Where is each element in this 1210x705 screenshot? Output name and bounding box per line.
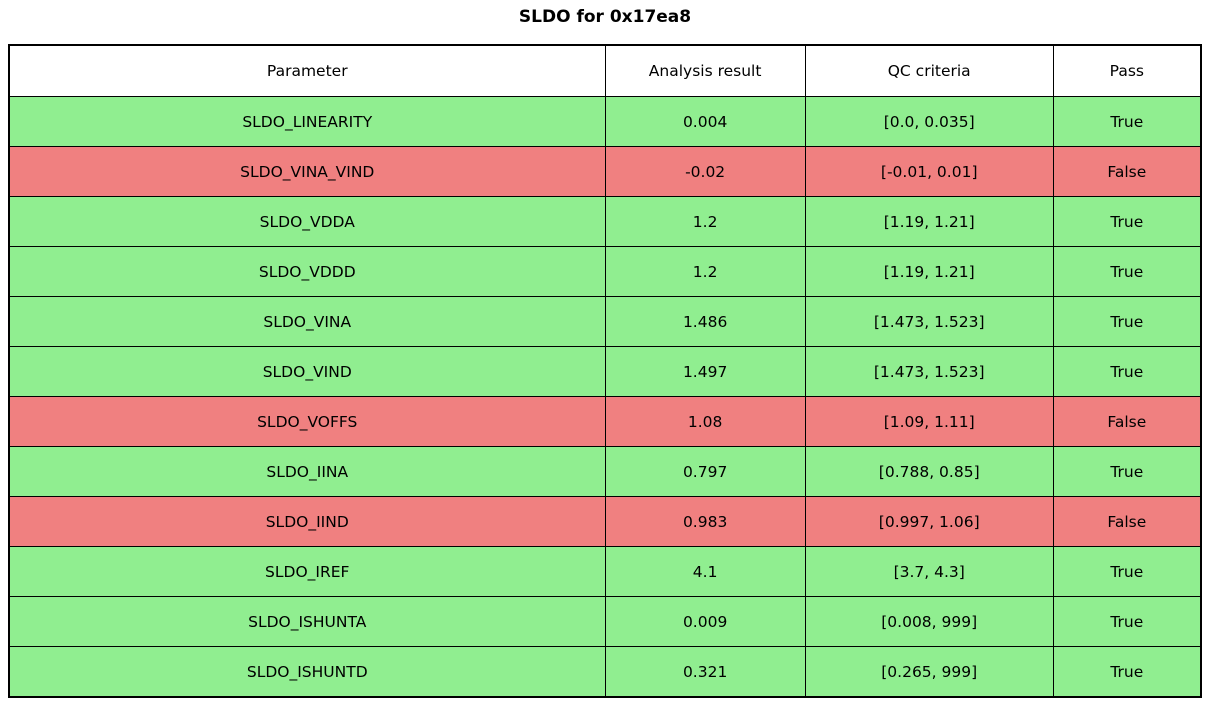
pass-cell: True (1052, 546, 1202, 597)
table-row: SLDO_VINA_VIND -0.02 [-0.01, 0.01] False (8, 146, 1202, 197)
qc-criteria-cell: [1.473, 1.523] (804, 346, 1054, 397)
analysis-result-cell: 0.321 (604, 646, 806, 698)
table-row: SLDO_IREF 4.1 [3.7, 4.3] True (8, 546, 1202, 597)
qc-criteria-cell: [1.09, 1.11] (804, 396, 1054, 447)
table-row: SLDO_IINA 0.797 [0.788, 0.85] True (8, 446, 1202, 497)
table-row: SLDO_IIND 0.983 [0.997, 1.06] False (8, 496, 1202, 547)
parameter-cell: SLDO_VIND (8, 346, 606, 397)
analysis-result-cell: 0.983 (604, 496, 806, 547)
qc-criteria-cell: [0.265, 999] (804, 646, 1054, 698)
qc-criteria-cell: [0.997, 1.06] (804, 496, 1054, 547)
table-row: SLDO_VIND 1.497 [1.473, 1.523] True (8, 346, 1202, 397)
table-row: SLDO_ISHUNTD 0.321 [0.265, 999] True (8, 646, 1202, 698)
pass-cell: False (1052, 146, 1202, 197)
parameter-cell: SLDO_VDDA (8, 196, 606, 247)
parameter-cell: SLDO_ISHUNTD (8, 646, 606, 698)
pass-cell: True (1052, 246, 1202, 297)
parameter-cell: SLDO_VINA (8, 296, 606, 347)
table-row: SLDO_VDDD 1.2 [1.19, 1.21] True (8, 246, 1202, 297)
table-row: SLDO_LINEARITY 0.004 [0.0, 0.035] True (8, 96, 1202, 147)
qc-criteria-cell: [1.19, 1.21] (804, 246, 1054, 297)
parameter-cell: SLDO_VINA_VIND (8, 146, 606, 197)
analysis-result-cell: 1.486 (604, 296, 806, 347)
header-row: Parameter Analysis result QC criteria Pa… (8, 44, 1202, 97)
qc-criteria-cell: [0.0, 0.035] (804, 96, 1054, 147)
parameter-cell: SLDO_ISHUNTA (8, 596, 606, 647)
table-row: SLDO_ISHUNTA 0.009 [0.008, 999] True (8, 596, 1202, 647)
analysis-result-cell: -0.02 (604, 146, 806, 197)
parameter-cell: SLDO_IINA (8, 446, 606, 497)
parameter-cell: SLDO_IREF (8, 546, 606, 597)
pass-cell: True (1052, 596, 1202, 647)
parameter-cell: SLDO_VDDD (8, 246, 606, 297)
parameter-cell: SLDO_VOFFS (8, 396, 606, 447)
analysis-result-cell: 0.004 (604, 96, 806, 147)
pass-cell: True (1052, 646, 1202, 698)
table-row: SLDO_VDDA 1.2 [1.19, 1.21] True (8, 196, 1202, 247)
page-title: SLDO for 0x17ea8 (518, 7, 692, 27)
analysis-result-cell: 0.009 (604, 596, 806, 647)
analysis-result-cell: 4.1 (604, 546, 806, 597)
analysis-result-cell: 1.2 (604, 246, 806, 297)
qc-criteria-cell: [3.7, 4.3] (804, 546, 1054, 597)
column-header-qc-criteria: QC criteria (804, 44, 1054, 97)
column-header-pass: Pass (1052, 44, 1202, 97)
pass-cell: False (1052, 396, 1202, 447)
parameter-cell: SLDO_LINEARITY (8, 96, 606, 147)
parameter-cell: SLDO_IIND (8, 496, 606, 547)
analysis-result-cell: 0.797 (604, 446, 806, 497)
qc-results-table: Parameter Analysis result QC criteria Pa… (8, 44, 1202, 698)
analysis-result-cell: 1.497 (604, 346, 806, 397)
table-body: SLDO_LINEARITY 0.004 [0.0, 0.035] True SLDO_… (8, 96, 1202, 698)
table-row: SLDO_VOFFS 1.08 [1.09, 1.11] False (8, 396, 1202, 447)
analysis-result-cell: 1.08 (604, 396, 806, 447)
pass-cell: True (1052, 346, 1202, 397)
qc-criteria-cell: [0.788, 0.85] (804, 446, 1054, 497)
table-row: SLDO_VINA 1.486 [1.473, 1.523] True (8, 296, 1202, 347)
analysis-result-cell: 1.2 (604, 196, 806, 247)
table-header: Parameter Analysis result QC criteria Pa… (8, 44, 1202, 97)
column-header-parameter: Parameter (8, 44, 606, 97)
qc-criteria-cell: [1.19, 1.21] (804, 196, 1054, 247)
pass-cell: True (1052, 96, 1202, 147)
qc-criteria-cell: [1.473, 1.523] (804, 296, 1054, 347)
pass-cell: True (1052, 296, 1202, 347)
pass-cell: False (1052, 496, 1202, 547)
column-header-analysis-result: Analysis result (604, 44, 806, 97)
qc-criteria-cell: [0.008, 999] (804, 596, 1054, 647)
pass-cell: True (1052, 196, 1202, 247)
pass-cell: True (1052, 446, 1202, 497)
qc-criteria-cell: [-0.01, 0.01] (804, 146, 1054, 197)
